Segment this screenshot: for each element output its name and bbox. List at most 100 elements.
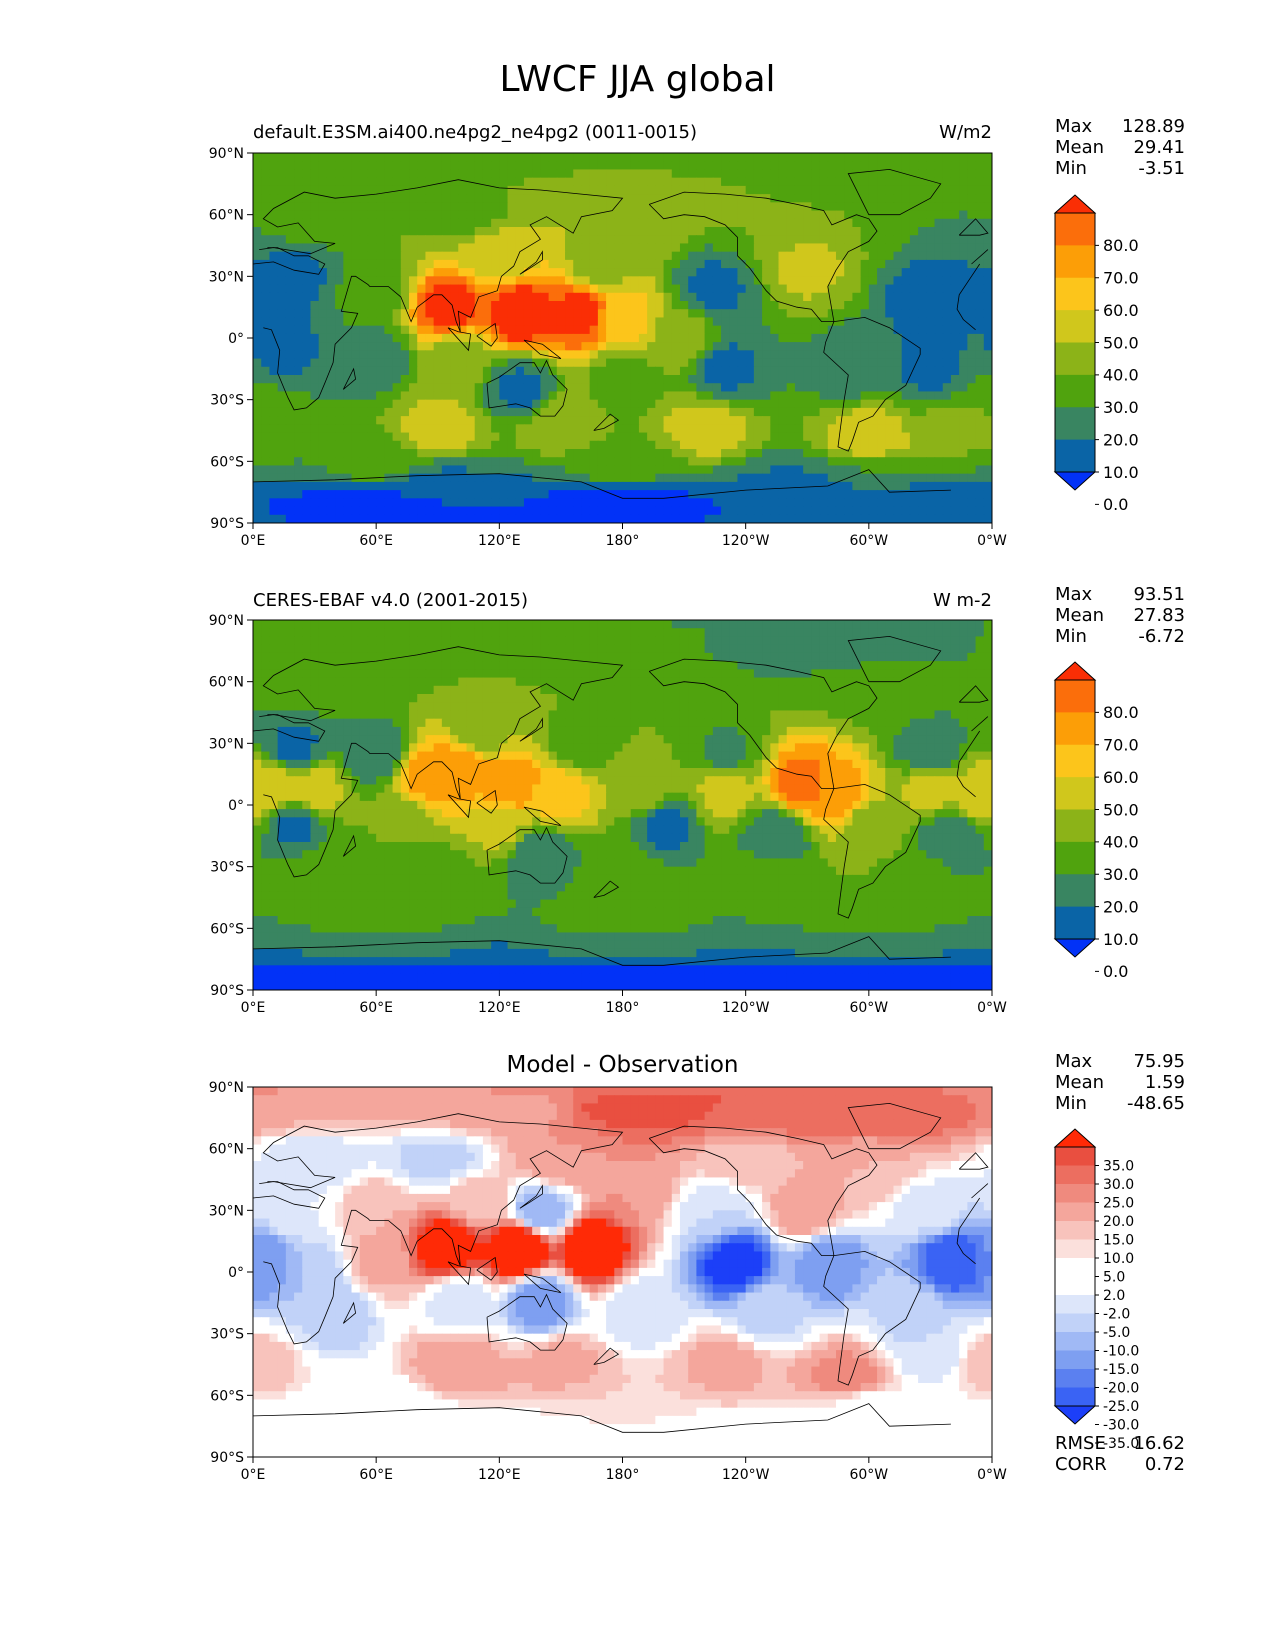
field-cell: [622, 457, 632, 467]
field-cell: [409, 416, 418, 425]
field-cell: [959, 333, 968, 343]
field-cell: [556, 399, 566, 409]
field-cell: [417, 243, 427, 253]
field-cell: [721, 498, 730, 508]
field-cell: [688, 317, 697, 327]
field-cell: [318, 644, 328, 654]
field-cell: [819, 325, 829, 335]
field-cell: [507, 391, 517, 401]
field-cell: [638, 399, 648, 409]
field-cell: [909, 416, 919, 425]
field-cell: [335, 235, 344, 245]
field-cell: [679, 153, 689, 162]
field-cell: [745, 218, 755, 228]
field-cell: [450, 481, 459, 491]
field-cell: [597, 350, 607, 360]
field-cell: [835, 677, 845, 687]
field-cell: [466, 218, 476, 228]
field-cell: [770, 391, 780, 401]
field-cell: [868, 416, 878, 425]
field-cell: [811, 669, 821, 679]
field-cell: [253, 235, 262, 245]
field-cell: [704, 202, 714, 212]
field-cell: [975, 358, 985, 368]
field-cell: [696, 169, 706, 179]
field-cell: [392, 636, 402, 646]
field-cell: [811, 424, 821, 434]
field-cell: [318, 514, 328, 523]
field-cell: [392, 309, 402, 319]
field-cell: [507, 153, 517, 162]
field-cell: [548, 227, 558, 236]
field-cell: [778, 350, 788, 360]
field-cell: [565, 432, 574, 442]
field-cell: [688, 399, 697, 409]
field-cell: [318, 481, 328, 491]
field-cell: [860, 473, 870, 483]
field-cell: [860, 661, 870, 670]
field-cell: [877, 506, 886, 516]
field-cell: [392, 366, 402, 376]
field-cell: [975, 366, 985, 376]
field-cell: [852, 391, 862, 401]
field-cell: [803, 292, 812, 302]
field-cell: [778, 506, 788, 516]
field-cell: [310, 694, 320, 703]
field-cell: [614, 440, 624, 450]
field-cell: [318, 449, 328, 458]
field-cell: [548, 375, 558, 384]
field-cell: [269, 620, 279, 629]
field-cell: [721, 490, 730, 499]
field-cell: [499, 284, 509, 294]
field-cell: [302, 366, 312, 376]
field-cell: [326, 424, 336, 434]
field-cell: [269, 153, 279, 162]
max-value: 93.51: [1133, 584, 1185, 605]
field-cell: [663, 235, 673, 245]
field-cell: [688, 481, 697, 491]
field-cell: [335, 457, 344, 467]
field-cell: [458, 259, 468, 269]
field-cell: [335, 677, 344, 687]
field-cell: [573, 416, 583, 425]
field-cell: [417, 169, 427, 179]
field-cell: [794, 669, 804, 679]
field-cell: [967, 424, 977, 434]
field-cell: [614, 366, 624, 376]
field-cell: [392, 194, 402, 203]
field-cell: [351, 481, 361, 491]
field-cell: [663, 177, 673, 187]
field-cell: [499, 399, 509, 409]
field-cell: [253, 490, 262, 499]
field-cell: [622, 301, 632, 310]
field-cell: [762, 276, 771, 286]
field-cell: [827, 210, 837, 220]
field-cell: [532, 457, 541, 467]
field-cell: [638, 218, 648, 228]
field-cell: [679, 490, 689, 499]
field-cell: [285, 636, 295, 646]
field-cell: [671, 449, 681, 458]
field-cell: [647, 301, 656, 310]
field-cell: [762, 350, 771, 360]
field-cell: [753, 235, 763, 245]
field-cell: [975, 391, 985, 401]
field-cell: [581, 628, 591, 638]
field-cell: [950, 636, 960, 646]
field-cell: [581, 514, 591, 523]
field-cell: [959, 169, 968, 179]
field-cell: [482, 620, 492, 629]
field-cell: [745, 375, 755, 384]
field-cell: [548, 457, 558, 467]
field-cell: [474, 235, 484, 245]
field-cell: [959, 628, 968, 638]
field-cell: [277, 227, 287, 236]
field-cell: [253, 210, 262, 220]
field-cell: [269, 677, 279, 687]
field-cell: [515, 391, 525, 401]
field-cell: [556, 628, 566, 638]
field-cell: [294, 652, 303, 662]
field-cell: [950, 669, 960, 679]
field-cell: [745, 161, 755, 171]
field-cell: [901, 177, 911, 187]
